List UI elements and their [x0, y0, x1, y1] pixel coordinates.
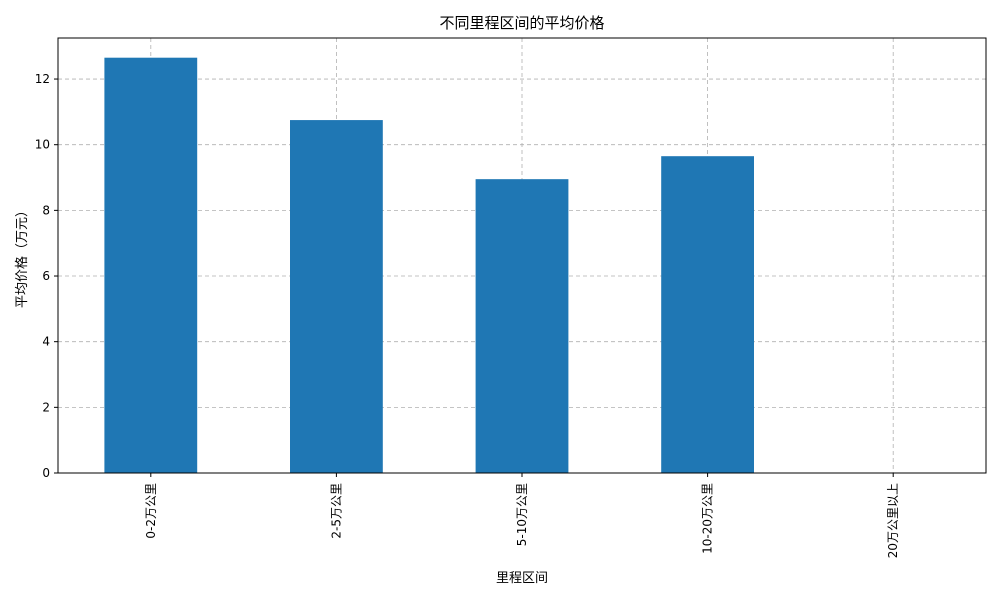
bar	[475, 179, 569, 474]
y-axis-label: 平均价格（万元）	[14, 204, 30, 308]
x-tick-label: 10-20万公里	[701, 483, 715, 554]
bars	[104, 57, 754, 474]
y-tick-label: 12	[35, 72, 50, 86]
chart-title: 不同里程区间的平均价格	[439, 14, 604, 32]
x-tick-label: 0-2万公里	[144, 483, 158, 539]
x-tick-label: 2-5万公里	[329, 483, 343, 539]
y-tick-label: 4	[42, 335, 50, 349]
y-tick-label: 0	[42, 466, 50, 480]
axis-ticks: 0 2 4 6 8 10 12 0-2万公里 2-5万公里 5-10万公里 10-20万公里 20万公…	[35, 72, 900, 558]
bar	[290, 120, 383, 473]
bar	[104, 57, 198, 473]
y-tick-label: 8	[42, 203, 50, 217]
y-tick-label: 6	[42, 269, 50, 283]
y-tick-label: 2	[42, 400, 50, 414]
x-tick-label: 5-10万公里	[515, 483, 529, 546]
x-axis-label: 里程区间	[496, 571, 548, 586]
x-tick-label: 20万公里以上	[886, 483, 900, 558]
bar	[661, 156, 754, 474]
y-tick-label: 10	[35, 138, 50, 152]
